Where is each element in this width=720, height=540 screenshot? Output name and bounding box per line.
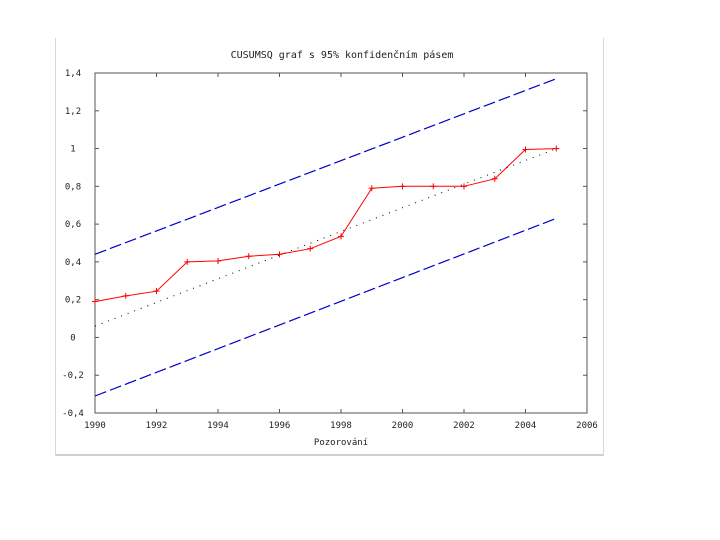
data-point-marker xyxy=(522,146,529,153)
data-point-marker xyxy=(399,183,406,190)
series-line-cusumsq xyxy=(94,148,557,303)
data-point-marker xyxy=(461,183,467,190)
chart-frame: CUSUMSQ graf s 95% konfidenčním pásem 1,… xyxy=(55,38,604,456)
data-point-marker xyxy=(553,145,560,152)
cusumsq-chart: CUSUMSQ graf s 95% konfidenčním pásem 1,… xyxy=(62,49,598,448)
data-point-marker xyxy=(184,258,191,265)
data-point-marker xyxy=(491,175,498,182)
y-tick-label: -0,2 xyxy=(62,371,84,381)
data-point-marker xyxy=(276,251,283,258)
x-tick-label: 1994 xyxy=(207,421,229,431)
y-tick-label: 0,4 xyxy=(65,258,81,268)
data-point-marker xyxy=(92,298,98,305)
x-tick-label: 2004 xyxy=(515,421,537,431)
chart-title: CUSUMSQ graf s 95% konfidenčním pásem xyxy=(231,49,454,61)
x-tick-label: 2000 xyxy=(392,421,414,431)
y-tick-label: 0,6 xyxy=(65,220,81,230)
series-line-lower-band xyxy=(94,217,557,397)
data-point-marker xyxy=(368,185,375,192)
y-tick-label: 0,2 xyxy=(65,296,81,306)
y-tick-label: -0,4 xyxy=(62,409,84,419)
y-tick-label: 1,2 xyxy=(65,107,81,117)
y-tick-label: 1 xyxy=(70,145,75,155)
data-point-marker xyxy=(338,233,344,240)
series-line-upper-band xyxy=(94,78,557,255)
data-point-marker xyxy=(215,257,221,264)
plot-area xyxy=(94,72,588,414)
y-tick-label: 1,4 xyxy=(65,69,81,79)
data-point-marker xyxy=(307,245,314,252)
data-point-marker xyxy=(122,292,129,299)
series-layer xyxy=(92,78,560,397)
x-axis-label: Pozorování xyxy=(314,438,368,448)
x-tick-label: 2002 xyxy=(453,421,475,431)
y-tick-label: 0,8 xyxy=(65,182,81,192)
x-tick-label: 2006 xyxy=(576,421,598,431)
data-point-marker xyxy=(430,183,437,190)
data-point-marker xyxy=(245,253,252,260)
x-tick-label: 1992 xyxy=(146,421,168,431)
x-tick-label: 1996 xyxy=(269,421,291,431)
x-tick-label: 1990 xyxy=(84,421,106,431)
data-point-marker xyxy=(153,288,160,295)
series-line-expected xyxy=(94,148,557,327)
y-tick-label: 0 xyxy=(70,333,75,343)
x-tick-label: 1998 xyxy=(330,421,352,431)
